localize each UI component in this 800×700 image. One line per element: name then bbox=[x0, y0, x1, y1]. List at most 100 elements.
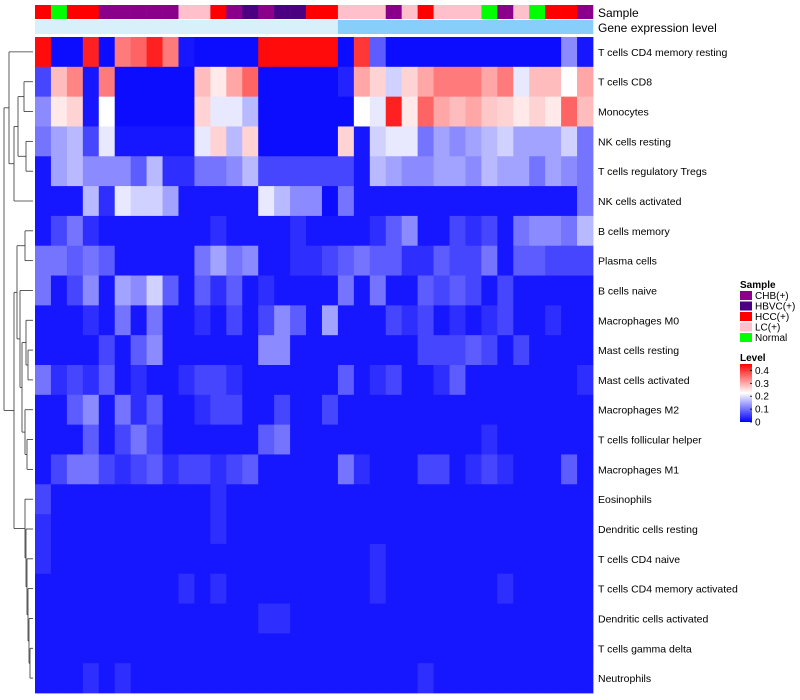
heatmap-cell bbox=[417, 454, 434, 485]
heatmap-cell bbox=[449, 484, 466, 515]
heatmap-cell bbox=[82, 186, 100, 217]
heatmap-cell bbox=[433, 454, 450, 485]
heatmap-cell bbox=[577, 245, 594, 276]
legend-label-chb: CHB(+) bbox=[755, 291, 789, 302]
heatmap-cell bbox=[385, 186, 403, 217]
heatmap-cell bbox=[162, 66, 179, 98]
legend-swatch-hcc bbox=[740, 312, 752, 321]
heatmap-cell bbox=[306, 484, 323, 515]
heatmap-cell bbox=[130, 663, 147, 694]
heatmap-cell bbox=[337, 186, 355, 217]
heatmap-cell bbox=[98, 394, 116, 426]
heatmap-cell bbox=[98, 365, 116, 396]
heatmap-cell bbox=[242, 66, 259, 98]
heatmap-cell bbox=[481, 305, 498, 336]
heatmap-cell bbox=[513, 394, 530, 426]
heatmap-cell bbox=[178, 454, 195, 485]
heatmap-cell bbox=[194, 37, 211, 68]
heatmap-cell bbox=[401, 215, 419, 247]
heatmap-cell bbox=[481, 573, 498, 604]
expression-annotation-cell bbox=[497, 20, 514, 34]
heatmap-cell bbox=[369, 484, 387, 515]
heatmap-cell bbox=[210, 245, 227, 276]
heatmap-cell bbox=[66, 335, 84, 366]
heatmap-cell bbox=[35, 156, 52, 187]
heatmap-cell bbox=[50, 394, 68, 426]
heatmap-cell bbox=[194, 484, 211, 515]
heatmap-cell bbox=[178, 365, 195, 396]
heatmap-cell bbox=[561, 96, 578, 127]
heatmap-cell bbox=[66, 305, 84, 336]
heatmap-cell bbox=[82, 454, 100, 485]
sample-annotation-cell bbox=[337, 5, 355, 19]
heatmap-cell bbox=[50, 454, 68, 485]
heatmap-cell bbox=[162, 484, 179, 515]
heatmap-cell bbox=[290, 215, 307, 247]
heatmap-cell bbox=[385, 394, 403, 426]
heatmap-cell bbox=[353, 514, 371, 545]
heatmap-cell bbox=[577, 633, 594, 664]
heatmap-cell bbox=[50, 484, 68, 515]
heatmap-cell bbox=[449, 514, 466, 545]
heatmap-cell bbox=[417, 633, 434, 664]
heatmap-cell bbox=[401, 365, 419, 396]
heatmap-cell bbox=[98, 215, 116, 247]
heatmap-cell bbox=[513, 305, 530, 336]
heatmap-cell bbox=[98, 543, 116, 575]
heatmap-cell bbox=[497, 275, 514, 306]
heatmap-cell bbox=[465, 215, 482, 247]
heatmap-cell bbox=[242, 543, 259, 575]
expression-annotation-cell bbox=[114, 20, 131, 34]
heatmap-cell bbox=[433, 603, 450, 634]
heatmap-cell bbox=[130, 126, 147, 157]
heatmap-cell bbox=[242, 633, 259, 664]
sample-annotation-cell bbox=[353, 5, 371, 19]
heatmap-cell bbox=[417, 573, 434, 604]
heatmap-cell bbox=[497, 335, 514, 366]
heatmap-cell bbox=[130, 543, 147, 575]
heatmap-cell bbox=[401, 394, 419, 426]
heatmap-cell bbox=[194, 335, 211, 366]
legend-swatch-chb bbox=[740, 291, 752, 300]
heatmap-cell bbox=[497, 603, 514, 634]
heatmap-cell bbox=[561, 37, 578, 68]
heatmap-cell bbox=[433, 245, 450, 276]
heatmap-cell bbox=[417, 603, 434, 634]
heatmap-cell bbox=[513, 275, 530, 306]
heatmap-cell bbox=[449, 365, 466, 396]
heatmap-cell bbox=[130, 394, 147, 426]
heatmap-cell bbox=[337, 573, 355, 604]
heatmap-cell bbox=[577, 543, 594, 575]
heatmap-cell bbox=[35, 215, 52, 247]
heatmap-cell bbox=[50, 424, 68, 455]
heatmap-cell bbox=[369, 603, 387, 634]
heatmap-cell bbox=[66, 424, 84, 455]
heatmap-cell bbox=[449, 543, 466, 575]
expression-annotation-cell bbox=[290, 20, 307, 34]
level-ticks: 0.4 0.3 0.2 0.1 0 bbox=[750, 366, 769, 429]
row-label-t-cells-cd4-memory-resting: T cells CD4 memory resting bbox=[598, 47, 727, 59]
heatmap-cell bbox=[258, 663, 275, 694]
heatmap-cell bbox=[321, 126, 339, 157]
heatmap-cell bbox=[114, 663, 132, 694]
heatmap-cell bbox=[274, 37, 291, 68]
heatmap-cell bbox=[433, 394, 450, 426]
heatmap-cell bbox=[561, 305, 578, 336]
heatmap-cell bbox=[50, 543, 68, 575]
heatmap-cell bbox=[290, 394, 307, 426]
heatmap-cell bbox=[35, 454, 52, 485]
heatmap-cell bbox=[242, 215, 259, 247]
heatmap-cell bbox=[577, 215, 594, 247]
heatmap-cell bbox=[146, 365, 163, 396]
heatmap-cell bbox=[274, 424, 291, 455]
heatmap-cell bbox=[242, 96, 259, 127]
heatmap-cell bbox=[258, 543, 275, 575]
heatmap-cell bbox=[130, 96, 147, 127]
heatmap-cell bbox=[449, 633, 466, 664]
heatmap-cell bbox=[449, 275, 466, 306]
heatmap-cell bbox=[577, 573, 594, 604]
heatmap-cell bbox=[146, 454, 163, 485]
expression-annotation-cell bbox=[50, 20, 68, 34]
row-label-eosinophils: Eosinophils bbox=[598, 494, 652, 506]
row-labels: T cells CD4 memory resting T cells CD8 Mon… bbox=[598, 47, 738, 685]
